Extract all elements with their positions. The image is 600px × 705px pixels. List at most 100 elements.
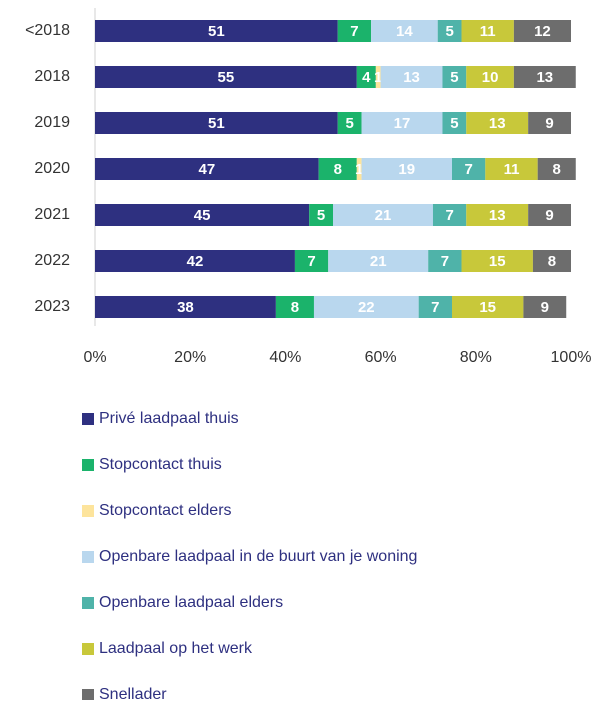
bar-segment (371, 20, 438, 42)
x-tick-label: 80% (460, 349, 492, 366)
data-label: 47 (199, 161, 216, 178)
legend-label: Openbare laadpaal elders (99, 594, 283, 611)
bar-segment (528, 204, 571, 226)
legend-swatch (82, 505, 94, 517)
bar-segment (337, 112, 362, 134)
data-label: 5 (317, 207, 325, 224)
y-tick-label: 2021 (34, 206, 70, 223)
bar-segment (523, 296, 567, 318)
data-label: 15 (479, 299, 496, 316)
legend-label: Snellader (99, 686, 167, 700)
legend-label: Laadpaal op het werk (99, 640, 253, 657)
bar-segment (466, 112, 529, 134)
legend-swatch (82, 643, 94, 655)
data-label: 21 (375, 207, 392, 224)
y-tick-label: 2020 (34, 160, 70, 177)
bar-segment (513, 20, 571, 42)
legend-swatch (82, 597, 94, 609)
bar-segment (328, 250, 429, 272)
bar-segment (466, 204, 529, 226)
legend-label: Openbare laadpaal in de buurt van je won… (99, 548, 417, 565)
bar-segment (375, 66, 381, 88)
bar-segment (333, 204, 433, 226)
bar-segment (461, 20, 514, 42)
data-label: 13 (536, 69, 553, 86)
bar-segment (461, 250, 533, 272)
legend-swatch (82, 413, 94, 425)
data-label: 7 (441, 253, 449, 270)
y-tick-label: 2019 (34, 114, 70, 131)
data-label: 8 (553, 161, 561, 178)
data-label: 8 (548, 253, 556, 270)
bar-segment (313, 296, 419, 318)
data-label: 5 (345, 115, 353, 132)
x-tick-label: 60% (365, 349, 397, 366)
data-label: 9 (545, 115, 553, 132)
legend-label: Privé laadpaal thuis (99, 410, 239, 427)
data-label: 5 (445, 23, 453, 40)
data-label: 7 (464, 161, 472, 178)
bar-segment (361, 158, 452, 180)
data-label: 38 (177, 299, 194, 316)
bar-segment (466, 66, 514, 88)
data-label: 21 (370, 253, 387, 270)
data-label: 1 (374, 69, 382, 86)
bar-segment (380, 66, 443, 88)
legend-label: Stopcontact thuis (99, 456, 222, 473)
data-label: 7 (350, 23, 358, 40)
data-label: 51 (208, 115, 225, 132)
bar-segment (528, 112, 571, 134)
bar-segment (95, 250, 295, 272)
data-label: 17 (394, 115, 411, 132)
bar-segment (309, 204, 333, 226)
data-label: 5 (450, 115, 458, 132)
x-tick-label: 40% (269, 349, 301, 366)
data-label: 13 (489, 207, 506, 224)
data-label: 8 (334, 161, 342, 178)
legend-label: Stopcontact elders (99, 502, 232, 519)
bar-segment (418, 296, 452, 318)
data-label: 42 (187, 253, 204, 270)
legend-swatch (82, 551, 94, 563)
data-label: 55 (218, 69, 235, 86)
bar-segment (442, 66, 467, 88)
bar-segment (452, 158, 486, 180)
data-label: 7 (445, 207, 453, 224)
data-label: 7 (431, 299, 439, 316)
bar-segment (485, 158, 538, 180)
x-tick-label: 100% (551, 349, 592, 366)
x-tick-label: 0% (83, 349, 106, 366)
y-tick-label: <2018 (25, 22, 70, 39)
bar-segment (513, 66, 576, 88)
data-label: 22 (358, 299, 375, 316)
data-label: 9 (541, 299, 549, 316)
bar-segment (532, 250, 571, 272)
x-tick-label: 20% (174, 349, 206, 366)
data-label: 5 (450, 69, 458, 86)
bar-segment (442, 112, 467, 134)
bar-segment (361, 112, 443, 134)
bar-segment (537, 158, 576, 180)
data-label: 10 (482, 69, 499, 86)
bar-segment (95, 204, 310, 226)
data-label: 11 (480, 23, 496, 40)
y-tick-label: 2018 (34, 68, 70, 85)
bar-segment (294, 250, 329, 272)
bar-segment (95, 296, 276, 318)
bar-segment (437, 20, 462, 42)
data-label: 19 (398, 161, 415, 178)
data-label: 51 (208, 23, 225, 40)
data-label: 12 (534, 23, 551, 40)
legend-swatch (82, 459, 94, 471)
data-label: 8 (291, 299, 299, 316)
legend-swatch (82, 689, 94, 701)
bar-segment (337, 20, 372, 42)
y-tick-label: 2023 (34, 298, 70, 315)
y-tick-label: 2022 (34, 252, 70, 269)
bar-segment (318, 158, 357, 180)
data-label: 9 (545, 207, 553, 224)
bar-segment (432, 204, 467, 226)
data-label: 13 (489, 115, 506, 132)
bar-segment (356, 66, 376, 88)
data-label: 11 (504, 161, 520, 178)
